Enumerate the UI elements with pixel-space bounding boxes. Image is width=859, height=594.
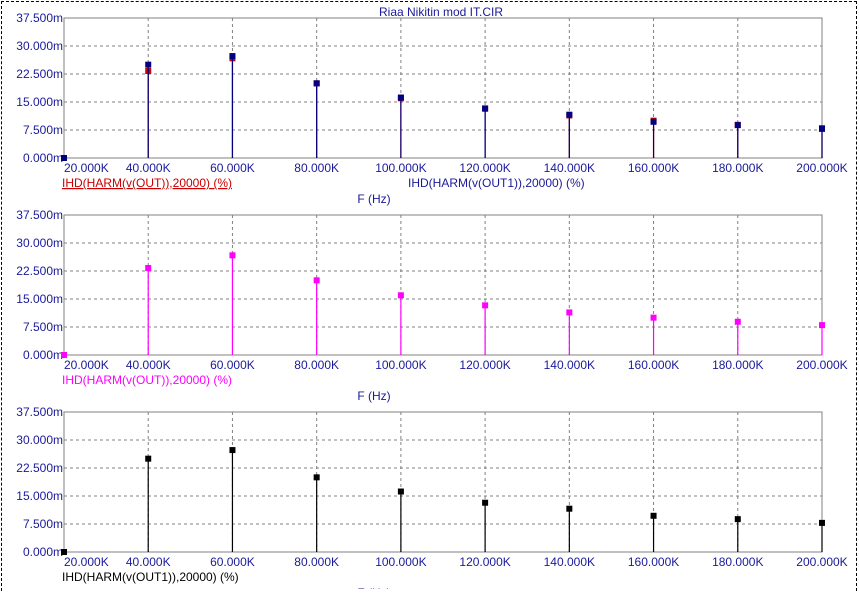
data-point (313, 277, 320, 284)
x-tick-label: 100.000K (375, 555, 426, 569)
x-tick-label: 180.000K (712, 555, 763, 569)
x-tick-label: 200.000K (796, 358, 847, 372)
data-point (566, 505, 573, 512)
y-tick-label: 15.000m (16, 95, 63, 109)
x-tick-label: 100.000K (375, 161, 426, 175)
x-axis-label: F (Hz) (357, 192, 390, 206)
x-tick-label: 140.000K (544, 555, 595, 569)
data-point (650, 118, 657, 125)
x-tick-label: 140.000K (544, 161, 595, 175)
y-tick-label: 0.000m (23, 545, 63, 559)
legend-entry: IHD(HARM(v(OUT)),20000) (%) (62, 176, 232, 190)
x-axis-label: F (Hz) (357, 389, 390, 403)
y-tick-label: 7.500m (23, 517, 63, 531)
data-point (819, 519, 825, 526)
data-point (734, 318, 741, 325)
legend-entry: IHD(HARM(v(OUT)),20000) (%) (62, 373, 232, 387)
data-point (397, 488, 404, 495)
data-point (313, 80, 320, 87)
data-point (397, 292, 404, 299)
x-tick-label: 80.000K (294, 555, 339, 569)
y-tick-label: 22.500m (16, 461, 63, 475)
x-tick-label: 180.000K (712, 161, 763, 175)
y-tick-label: 30.000m (16, 433, 63, 447)
x-tick-label: 180.000K (712, 358, 763, 372)
data-point (482, 105, 489, 112)
y-tick-label: 30.000m (16, 236, 63, 250)
chart-panel-2: 0.000m 7.500m 15.000m 22.500m 30.000m 37.500m… (16, 208, 847, 403)
data-point (566, 111, 573, 118)
x-tick-label: 80.000K (294, 358, 339, 372)
x-tick-label: 120.000K (459, 161, 510, 175)
x-tick-label: 60.000K (210, 358, 255, 372)
data-point (313, 474, 320, 481)
x-tick-label: 160.000K (628, 161, 679, 175)
plot-panels: 0.000m 7.500m 15.000m 22.500m 30.000m 37.500m… (16, 11, 847, 594)
y-tick-label: 30.000m (16, 39, 63, 53)
data-point (397, 94, 404, 101)
x-tick-label: 160.000K (628, 555, 679, 569)
data-point (229, 53, 236, 60)
chart-title: Riaa Nikitin mod IT.CIR (379, 5, 503, 19)
x-tick-label: 140.000K (544, 358, 595, 372)
y-tick-label: 37.500m (16, 11, 63, 25)
x-tick-label: 60.000K (210, 161, 255, 175)
x-tick-label: 100.000K (375, 358, 426, 372)
data-point (566, 309, 573, 316)
data-point (229, 447, 236, 454)
x-tick-label: 200.000K (796, 161, 847, 175)
y-tick-label: 22.500m (16, 264, 63, 278)
y-tick-label: 22.500m (16, 67, 63, 81)
y-tick-label: 0.000m (23, 348, 63, 362)
x-tick-label: 20.000K (64, 358, 109, 372)
data-point (61, 352, 67, 358)
chart-panel-3: 0.000m 7.500m 15.000m 22.500m 30.000m 37.500m… (16, 405, 847, 594)
x-tick-label: 60.000K (210, 555, 255, 569)
plot-frame (63, 411, 823, 553)
x-tick-label: 40.000K (126, 358, 171, 372)
data-point (145, 265, 152, 272)
plot-frame (63, 17, 823, 159)
data-point (650, 314, 657, 321)
data-point (61, 155, 67, 161)
y-tick-label: 15.000m (16, 489, 63, 503)
x-tick-label: 20.000K (64, 161, 109, 175)
data-point (819, 125, 825, 132)
chart-panel-1: 0.000m 7.500m 15.000m 22.500m 30.000m 37.500m… (16, 11, 847, 206)
data-point (482, 302, 489, 309)
data-point (734, 516, 741, 523)
x-tick-label: 120.000K (459, 555, 510, 569)
y-tick-label: 7.500m (23, 320, 63, 334)
data-point (61, 549, 67, 555)
data-point (229, 252, 236, 259)
y-tick-label: 15.000m (16, 292, 63, 306)
data-point (650, 512, 657, 519)
x-tick-label: 40.000K (126, 555, 171, 569)
x-tick-label: 40.000K (126, 161, 171, 175)
data-point (734, 122, 741, 129)
y-tick-label: 0.000m (23, 151, 63, 165)
x-tick-label: 120.000K (459, 358, 510, 372)
data-point (819, 322, 825, 329)
y-tick-label: 37.500m (16, 208, 63, 222)
x-tick-label: 160.000K (628, 358, 679, 372)
data-point (145, 61, 152, 68)
x-tick-label: 200.000K (796, 555, 847, 569)
x-tick-label: 20.000K (64, 555, 109, 569)
x-tick-label: 80.000K (294, 161, 339, 175)
data-point (145, 455, 152, 462)
plot-frame (63, 214, 823, 356)
legend-entry: IHD(HARM(v(OUT1)),20000) (%) (408, 176, 585, 190)
legend-entry: IHD(HARM(v(OUT1)),20000) (%) (62, 570, 239, 584)
y-tick-label: 37.500m (16, 405, 63, 419)
data-point (482, 499, 489, 506)
y-tick-label: 7.500m (23, 123, 63, 137)
